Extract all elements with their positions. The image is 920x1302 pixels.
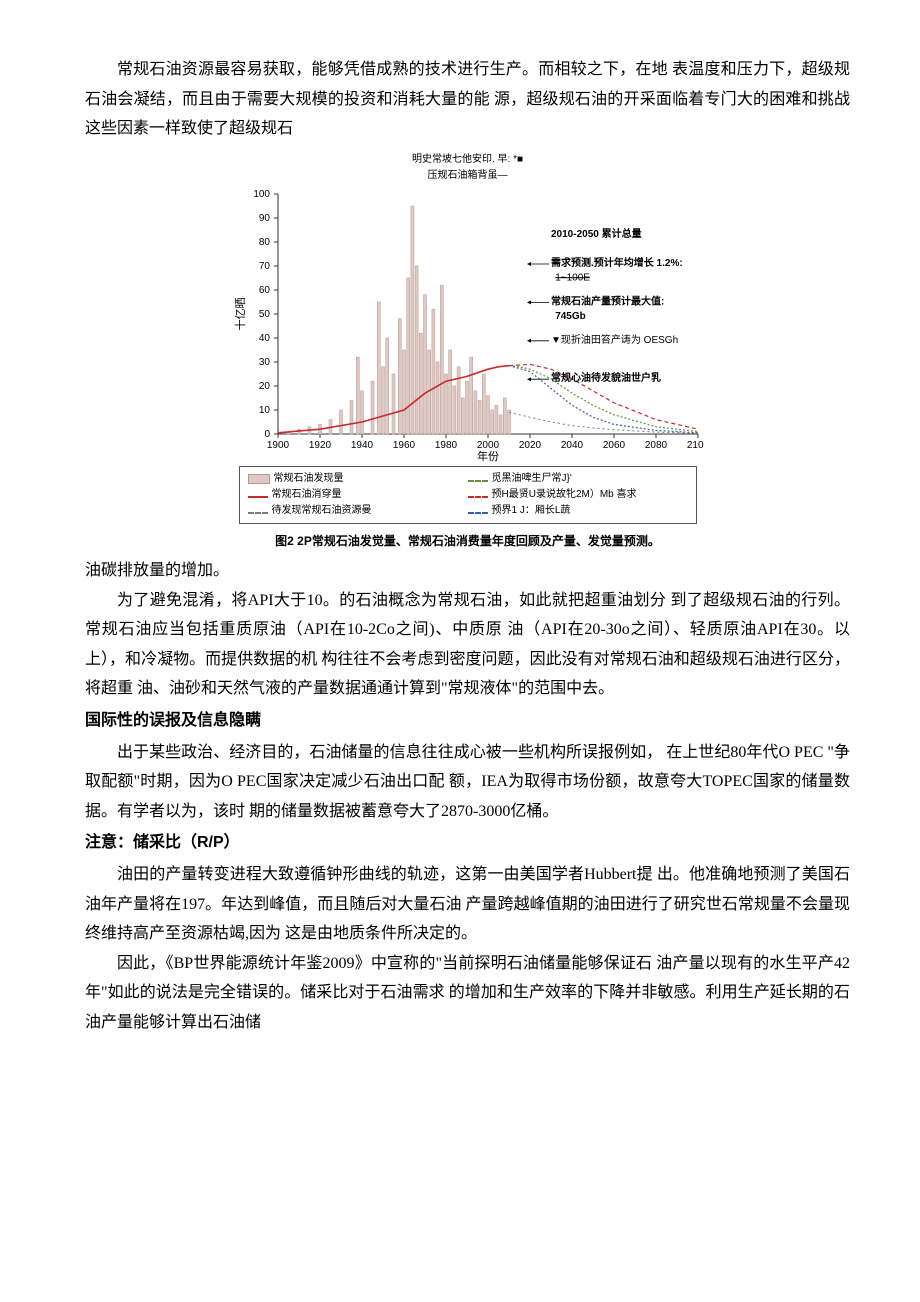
svg-text:50: 50 bbox=[258, 309, 270, 320]
svg-text:20: 20 bbox=[258, 381, 270, 392]
paragraph: 油田的产量转变进程大致遵循钟形曲线的轨迹，这第一由美国学者Hubbert提 出。… bbox=[85, 860, 850, 949]
svg-text:需求预测.预计年均增长 1.2%:: 需求预测.预计年均增长 1.2%: bbox=[551, 256, 683, 269]
svg-text:0: 0 bbox=[264, 429, 270, 440]
svg-text:30: 30 bbox=[258, 357, 270, 368]
svg-text:2040: 2040 bbox=[560, 440, 583, 451]
svg-text:常规石油产量预计最大值:: 常规石油产量预计最大值: bbox=[551, 294, 664, 307]
svg-text:常规心油待发貌油世户乳: 常规心油待发貌油世户乳 bbox=[551, 371, 661, 384]
chart-top-legend: 明史常坡七他安印. 早: *■ 压规石油箱背虽— bbox=[188, 152, 748, 184]
svg-text:1960: 1960 bbox=[392, 440, 415, 451]
svg-text:40: 40 bbox=[258, 333, 270, 344]
chart-legend: 常规石油发现量觅黑油啤生尸常J}'常规石油消穿量预H最贤U录说故牝2M）Mb 喜… bbox=[239, 466, 697, 524]
svg-text:1940: 1940 bbox=[350, 440, 373, 451]
svg-text:10: 10 bbox=[258, 405, 270, 416]
svg-text:70: 70 bbox=[258, 261, 270, 272]
chart-svg: 0 10 20 30 40 50 60 70 80 90 100 1900 1920 1940 1960 19… bbox=[232, 188, 704, 462]
svg-text:2020: 2020 bbox=[518, 440, 541, 451]
paragraph: 常规石油资源最容易获取，能够凭借成熟的技术进行生产。而相较之下，在地 表温度和压… bbox=[85, 55, 850, 144]
svg-text:745Gb: 745Gb bbox=[555, 311, 586, 322]
svg-text:2010-2050 累计总量: 2010-2050 累计总量 bbox=[551, 227, 642, 240]
svg-text:60: 60 bbox=[258, 285, 270, 296]
paragraph: 因此，《BP世界能源统计年鉴2009》中宣称的"当前探明石油储量能够保证石 油产… bbox=[85, 949, 850, 1038]
svg-text:1900: 1900 bbox=[266, 440, 289, 451]
paragraph: 油碳排放量的增加。 bbox=[85, 556, 850, 586]
svg-text:▼现折油田笞产诪为 OESGh: ▼现折油田笞产诪为 OESGh bbox=[551, 333, 678, 346]
section-heading: 国际性的误报及信息隐瞒 bbox=[85, 706, 850, 736]
figure-caption: 图2 2P常规石油发觉量、常规石油消费量年度回顾及产量、发觉量预测。 bbox=[188, 530, 748, 552]
svg-text:100: 100 bbox=[253, 189, 270, 200]
paragraph: 出于某些政治、经济目的，石油储量的信息往往成心被一些机构所误报例如， 在上世纪8… bbox=[85, 738, 850, 827]
svg-text:2000: 2000 bbox=[476, 440, 499, 451]
svg-text:1~100E: 1~100E bbox=[555, 272, 590, 283]
svg-text:2080: 2080 bbox=[644, 440, 667, 451]
svg-text:年份: 年份 bbox=[477, 449, 499, 462]
svg-text:2060: 2060 bbox=[602, 440, 625, 451]
svg-text:1920: 1920 bbox=[308, 440, 331, 451]
svg-text:80: 80 bbox=[258, 237, 270, 248]
section-heading: 注意：储采比（R/P） bbox=[85, 828, 850, 858]
svg-text:1980: 1980 bbox=[434, 440, 457, 451]
paragraph: 为了避免混淆，将API大于10。的石油概念为常规石油，如此就把超重油划分 到了超… bbox=[85, 586, 850, 704]
svg-text:十亿晒: 十亿晒 bbox=[233, 297, 247, 330]
svg-text:90: 90 bbox=[258, 213, 270, 224]
figure-2: 明史常坡七他安印. 早: *■ 压规石油箱背虽— 0 10 20 30 40 50 60 70… bbox=[188, 152, 748, 552]
svg-text:2100: 2100 bbox=[686, 440, 703, 451]
